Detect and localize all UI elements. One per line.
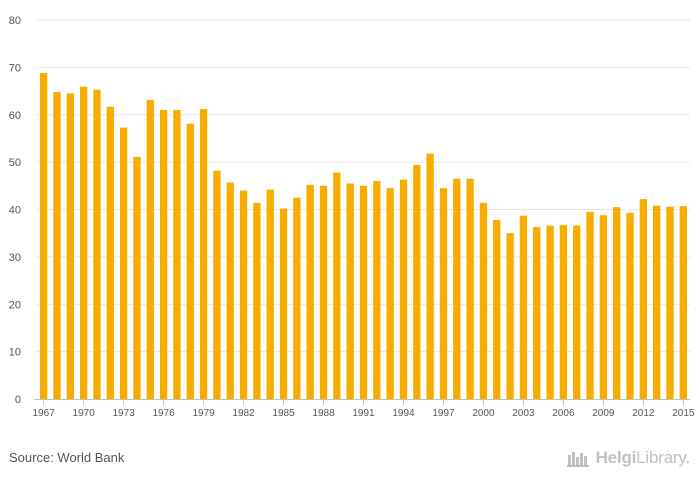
bar-2001 [493,219,501,399]
bar-1995 [413,164,421,399]
bar-1996 [426,153,434,399]
bar-1979 [199,109,208,399]
bar-1993 [386,188,394,399]
bar-2002 [506,233,514,399]
y-tick-label: 60 [9,110,21,122]
x-tick-label: 1994 [392,408,415,419]
y-axis-tick-labels: 0 10 20 30 40 50 60 70 80 [9,15,21,406]
bar-1981 [226,182,234,399]
source-note: Source: World Bank [9,450,125,465]
bar-1990 [346,183,354,399]
y-tick-label: 40 [9,205,21,217]
x-tick-label: 1991 [352,408,375,419]
bar-2014 [666,206,674,399]
x-tick-label: 2006 [552,408,575,419]
y-tick-label: 20 [9,299,21,311]
y-tick-label: 30 [9,252,21,264]
bar-2011 [626,212,634,399]
x-tick-label: 2012 [632,408,655,419]
x-tick-label: 1988 [312,408,335,419]
x-tick-label: 1967 [33,408,56,419]
bar-2006 [559,225,568,399]
x-tick-label: 1970 [73,408,96,419]
bar-1972 [106,106,114,399]
bar-1999 [466,178,474,399]
bar-2003 [519,215,528,399]
y-tick-label: 10 [9,347,21,359]
bar-1986 [293,197,301,399]
bar-1983 [253,202,261,399]
brand-name: HelgiLibrary. [595,448,691,468]
bar-2008 [586,211,594,399]
bar-1992 [373,181,381,399]
bar-1977 [173,110,181,399]
bar-1998 [453,178,461,399]
x-tick-label: 1985 [272,408,295,419]
bar-1989 [333,172,341,399]
bar-1985 [279,208,288,399]
bar-1968 [53,92,61,399]
bar-1991 [359,185,368,399]
y-tick-label: 70 [9,62,21,74]
bar-1974 [133,156,141,399]
helgi-library-logo[interactable]: HelgiLibrary. [566,448,691,468]
brand-name-bold: Helgi [595,448,637,467]
bar-2009 [599,215,608,399]
bar-1988 [319,185,328,399]
brand-name-light: Library. [636,448,690,467]
bar-2007 [573,225,581,399]
bar-1987 [306,184,314,399]
bar-1967 [39,73,48,399]
bar-1982 [239,190,248,399]
bar-1973 [119,127,128,399]
x-tick-label: 1973 [112,408,135,419]
bar-2004 [533,227,541,399]
x-tick-label: 2015 [672,408,695,419]
bar-1980 [213,170,221,399]
bars [39,73,688,400]
x-tick-label: 1976 [152,408,175,419]
bar-2012 [639,199,648,399]
x-tick-label: 1979 [192,408,215,419]
x-tick-label: 2009 [592,408,615,419]
y-tick-label: 0 [15,394,21,406]
x-tick-label: 2003 [512,408,535,419]
bar-2010 [613,207,621,399]
x-tick-label: 1997 [432,408,455,419]
library-logo-icon [566,452,589,467]
bar-1978 [186,123,194,399]
y-tick-label: 50 [9,157,21,169]
x-tick-label: 1982 [232,408,255,419]
y-tick-label: 80 [9,15,21,27]
x-tick-label: 2000 [472,408,495,419]
bar-1994 [399,179,408,399]
bar-2005 [546,225,554,399]
bar-1976 [159,110,168,399]
bar-1997 [439,188,448,399]
bar-1971 [93,89,101,400]
bar-1984 [266,189,274,399]
x-axis-ticks: 1967 1970 1973 1976 1979 1982 1985 1988 1991 1994… [33,399,695,419]
bar-2015 [679,206,688,399]
bar-1970 [79,86,88,399]
bar-1975 [146,100,154,399]
bar-2000 [479,202,488,399]
bar-2013 [653,205,661,399]
bar-1969 [66,93,74,400]
